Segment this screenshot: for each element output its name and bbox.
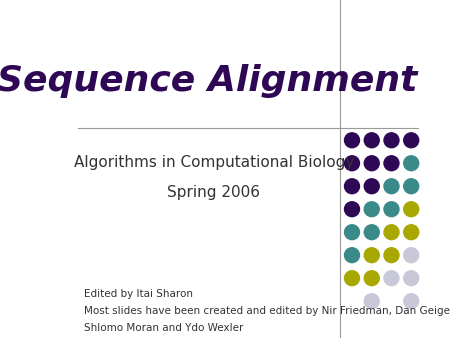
Circle shape [384, 248, 399, 263]
Circle shape [404, 156, 419, 171]
Circle shape [345, 179, 360, 194]
Circle shape [345, 202, 360, 217]
Text: Algorithms in Computational Biology: Algorithms in Computational Biology [74, 155, 354, 170]
Text: Sequence Alignment: Sequence Alignment [0, 64, 417, 98]
Circle shape [364, 294, 379, 309]
Text: Shlomo Moran and Ydo Wexler: Shlomo Moran and Ydo Wexler [85, 323, 244, 333]
Circle shape [364, 225, 379, 240]
Circle shape [345, 133, 360, 148]
Circle shape [404, 271, 419, 286]
Circle shape [345, 225, 360, 240]
Circle shape [384, 156, 399, 171]
Circle shape [384, 202, 399, 217]
Circle shape [404, 202, 419, 217]
Circle shape [384, 271, 399, 286]
Circle shape [404, 133, 419, 148]
Text: Spring 2006: Spring 2006 [167, 185, 260, 200]
Circle shape [364, 179, 379, 194]
Circle shape [364, 248, 379, 263]
Circle shape [364, 156, 379, 171]
Circle shape [404, 225, 419, 240]
Circle shape [404, 248, 419, 263]
Circle shape [384, 179, 399, 194]
Circle shape [404, 179, 419, 194]
Text: Edited by Itai Sharon: Edited by Itai Sharon [85, 289, 194, 299]
Circle shape [364, 271, 379, 286]
Circle shape [345, 156, 360, 171]
Text: Most slides have been created and edited by Nir Friedman, Dan Geiger,: Most slides have been created and edited… [85, 306, 450, 316]
Circle shape [345, 248, 360, 263]
Circle shape [345, 271, 360, 286]
Circle shape [384, 133, 399, 148]
Circle shape [364, 133, 379, 148]
Circle shape [404, 294, 419, 309]
Circle shape [384, 225, 399, 240]
Circle shape [364, 202, 379, 217]
